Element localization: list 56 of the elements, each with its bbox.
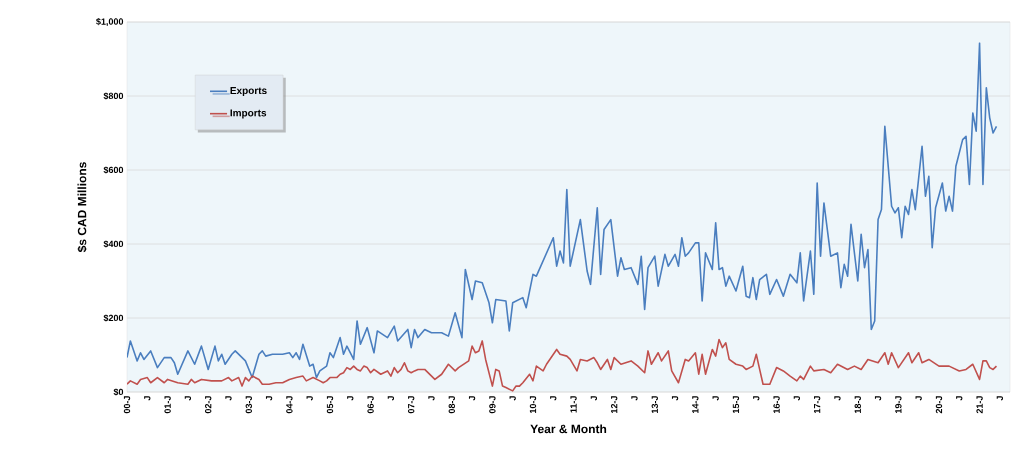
x-tick-label: 19-J: [895, 396, 902, 413]
y-tick-label: $200: [103, 314, 124, 322]
x-tick-label: 16-J: [773, 396, 780, 413]
y-tick-label: $600: [103, 166, 124, 174]
x-tick-label: 09-J: [489, 396, 496, 414]
legend-label: Imports: [230, 109, 267, 119]
x-tick-label: J: [225, 396, 232, 401]
x-tick-label: 20-J: [935, 396, 943, 414]
x-tick-label: 15-J: [732, 396, 740, 413]
y-tick-label: $0: [113, 388, 124, 396]
x-tick-label: 17-J: [814, 396, 821, 413]
x-tick-label: J: [306, 396, 313, 401]
x-tick-label: J: [347, 396, 354, 401]
x-tick-label: 03-J: [245, 396, 252, 414]
x-tick-label: J: [753, 396, 760, 401]
x-tick-label: 14-J: [692, 396, 699, 413]
x-tick-label: J: [387, 396, 395, 401]
x-tick-label: 07-J: [408, 396, 415, 414]
x-tick-label: J: [428, 396, 435, 401]
line-series: [127, 338, 998, 392]
x-tick-label: J: [184, 396, 192, 401]
x-tick-label: 04-J: [286, 396, 293, 414]
x-tick-label: J: [509, 396, 516, 401]
x-axis-title: Year & Month: [530, 424, 607, 434]
x-tick-label: J: [550, 396, 557, 401]
legend-label: Exports: [230, 87, 267, 97]
x-tick-label: 08-J: [448, 396, 455, 414]
x-tick-label: 01-J: [164, 396, 171, 414]
x-tick-label: 12-J: [610, 396, 618, 413]
x-tick-label: 11-J: [570, 396, 577, 413]
x-tick-label: J: [793, 396, 801, 401]
x-tick-label: J: [590, 396, 598, 401]
y-axis-title: $s CAD Millions: [77, 162, 88, 253]
x-tick-label: 21-J: [976, 396, 983, 414]
x-tick-label: 00-J: [123, 396, 131, 414]
x-tick-label: 18-J: [854, 396, 861, 413]
x-tick-label: 06-J: [367, 396, 374, 414]
x-tick-label: 13-J: [651, 396, 658, 413]
x-tick-label: 10-J: [529, 396, 537, 413]
x-tick-label: J: [874, 396, 882, 401]
x-tick-label: J: [996, 396, 1004, 401]
x-tick-label: J: [834, 396, 841, 401]
y-tick-label: $800: [103, 92, 124, 100]
x-tick-label: J: [712, 396, 719, 401]
x-tick-label: J: [915, 396, 922, 401]
x-tick-label: J: [468, 396, 476, 401]
x-tick-label: J: [265, 396, 273, 401]
x-tick-label: J: [671, 396, 679, 401]
x-tick-label: J: [631, 396, 638, 401]
x-tick-label: J: [956, 396, 963, 401]
line-series: [127, 42, 998, 379]
x-tick-label: 02-J: [205, 396, 212, 414]
x-tick-label: J: [144, 396, 151, 401]
y-tick-label: $400: [103, 240, 124, 248]
y-tick-label: $1,000: [96, 17, 124, 27]
x-tick-label: 05-J: [326, 396, 334, 414]
